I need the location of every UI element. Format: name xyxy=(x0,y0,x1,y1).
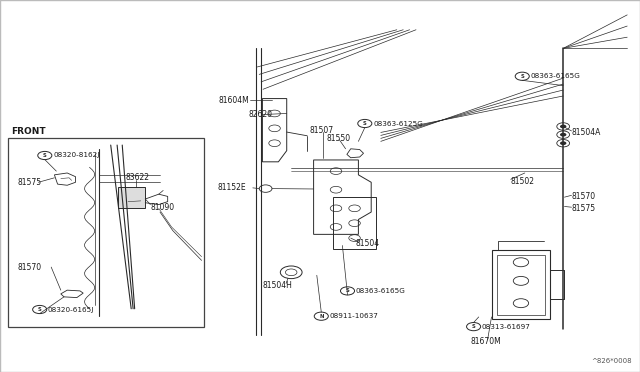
Text: 08363-6165G: 08363-6165G xyxy=(356,288,406,294)
Circle shape xyxy=(560,125,566,128)
Text: 83622: 83622 xyxy=(125,173,150,182)
Text: 81575: 81575 xyxy=(17,178,42,187)
Text: S: S xyxy=(520,74,524,79)
Bar xyxy=(8,138,204,327)
Text: 81575: 81575 xyxy=(572,204,596,213)
Text: 81570: 81570 xyxy=(17,263,42,272)
Text: FRONT: FRONT xyxy=(11,127,45,136)
Text: 81670M: 81670M xyxy=(470,337,501,346)
Bar xyxy=(118,187,145,208)
Text: 81507: 81507 xyxy=(309,126,333,135)
Text: 81502: 81502 xyxy=(511,177,535,186)
Text: 08911-10637: 08911-10637 xyxy=(330,313,378,319)
Text: 81604M: 81604M xyxy=(219,96,250,105)
Text: N: N xyxy=(319,314,324,319)
Text: 81550: 81550 xyxy=(326,134,351,143)
Circle shape xyxy=(560,141,566,145)
Text: 81504A: 81504A xyxy=(572,128,601,137)
Text: 81152E: 81152E xyxy=(218,183,246,192)
Text: 81504H: 81504H xyxy=(262,281,292,290)
Text: 08320-8162J: 08320-8162J xyxy=(53,153,99,158)
Text: 81090: 81090 xyxy=(150,203,175,212)
Circle shape xyxy=(560,133,566,137)
Text: S: S xyxy=(472,324,476,329)
Bar xyxy=(497,254,545,315)
Text: ^826*0008: ^826*0008 xyxy=(592,358,632,364)
Text: 82620: 82620 xyxy=(248,110,273,119)
Text: S: S xyxy=(38,307,42,312)
Text: 08320-6165J: 08320-6165J xyxy=(48,307,94,312)
Text: S: S xyxy=(43,153,47,158)
Text: 08313-61697: 08313-61697 xyxy=(482,324,531,330)
Text: 81504: 81504 xyxy=(355,239,380,248)
Text: 08363-6125G: 08363-6125G xyxy=(373,121,423,126)
Text: S: S xyxy=(346,288,349,294)
Text: S: S xyxy=(363,121,367,126)
Text: 08363-6165G: 08363-6165G xyxy=(531,73,580,79)
Bar xyxy=(492,250,550,319)
Text: 81570: 81570 xyxy=(572,192,596,201)
